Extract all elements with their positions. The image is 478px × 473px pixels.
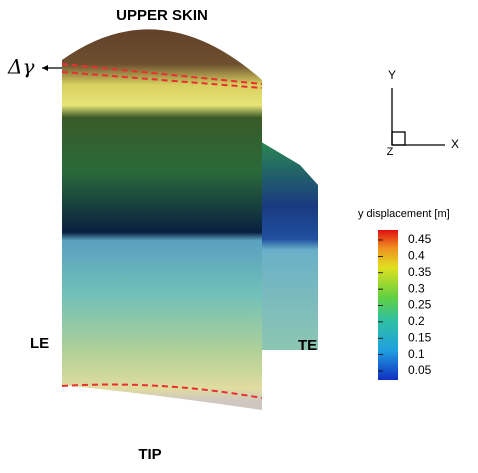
axes-triad [392, 88, 445, 145]
colorbar-tick-label: 0.1 [408, 347, 425, 361]
axis-z: Z [387, 146, 394, 158]
colorbar-tick-label: 0.2 [408, 314, 425, 328]
axis-x: X [451, 137, 459, 151]
colorbar-tick-label: 0.3 [408, 281, 425, 295]
arrow-head [42, 65, 48, 71]
colorbar-title: y displacement [m] [358, 208, 450, 220]
top-label: UPPER SKIN [116, 7, 208, 24]
bottom-label: TIP [138, 446, 161, 463]
colorbar-tick-label: 0.15 [408, 330, 432, 344]
delta-label: Δγ [7, 55, 34, 79]
axis-y: Y [388, 68, 396, 82]
figure: Δγ UPPER SKIN TIP LE TE Y X Z y displace… [0, 0, 478, 468]
colorbar-tick-label: 0.05 [408, 363, 432, 377]
left-label: LE [30, 335, 49, 352]
colorbar-tick-label: 0.35 [408, 265, 432, 279]
flap [258, 140, 318, 350]
colorbar-tick-label: 0.45 [408, 232, 432, 246]
colorbar-tick-label: 0.4 [408, 249, 425, 263]
right-label: TE [298, 337, 317, 354]
colorbar [378, 230, 398, 380]
colorbar-tick-label: 0.25 [408, 298, 432, 312]
